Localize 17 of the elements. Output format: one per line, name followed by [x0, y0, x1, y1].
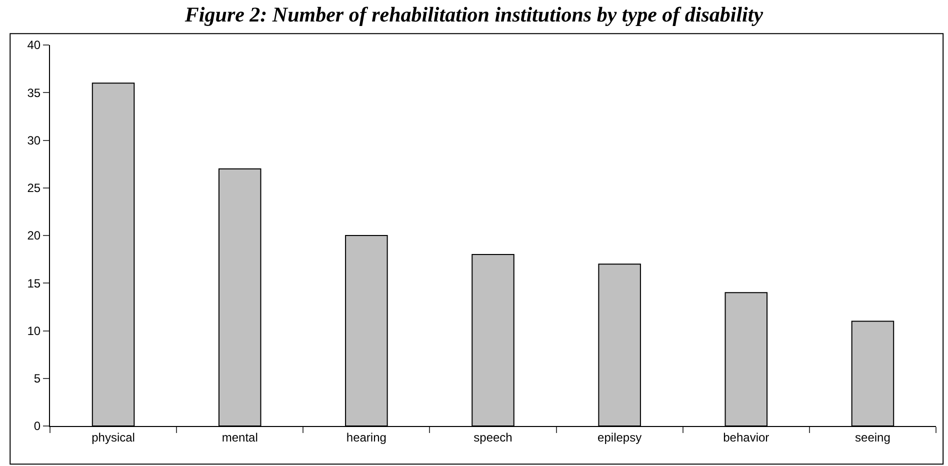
- x-tick-label: mental: [222, 430, 258, 444]
- y-tick-label: 40: [27, 38, 41, 52]
- y-tick-label: 30: [27, 133, 41, 148]
- x-tick-label: speech: [474, 430, 512, 444]
- y-tick-label: 35: [27, 86, 41, 100]
- x-tick-label: epilepsy: [598, 430, 642, 444]
- chart-title: Figure 2: Number of rehabilitation institutions by type of disability: [184, 2, 764, 27]
- y-tick-label: 10: [27, 324, 41, 338]
- y-tick-label: 20: [27, 228, 41, 243]
- x-tick-label: physical: [92, 430, 135, 444]
- x-tick-label: seeing: [855, 430, 890, 444]
- y-tick-label: 0: [34, 419, 41, 434]
- y-tick-label: 25: [27, 181, 41, 196]
- x-tick-label: hearing: [346, 430, 386, 444]
- y-tick-label: 5: [34, 372, 41, 386]
- x-tick-label: behavior: [723, 430, 770, 444]
- y-tick-label: 15: [27, 276, 41, 290]
